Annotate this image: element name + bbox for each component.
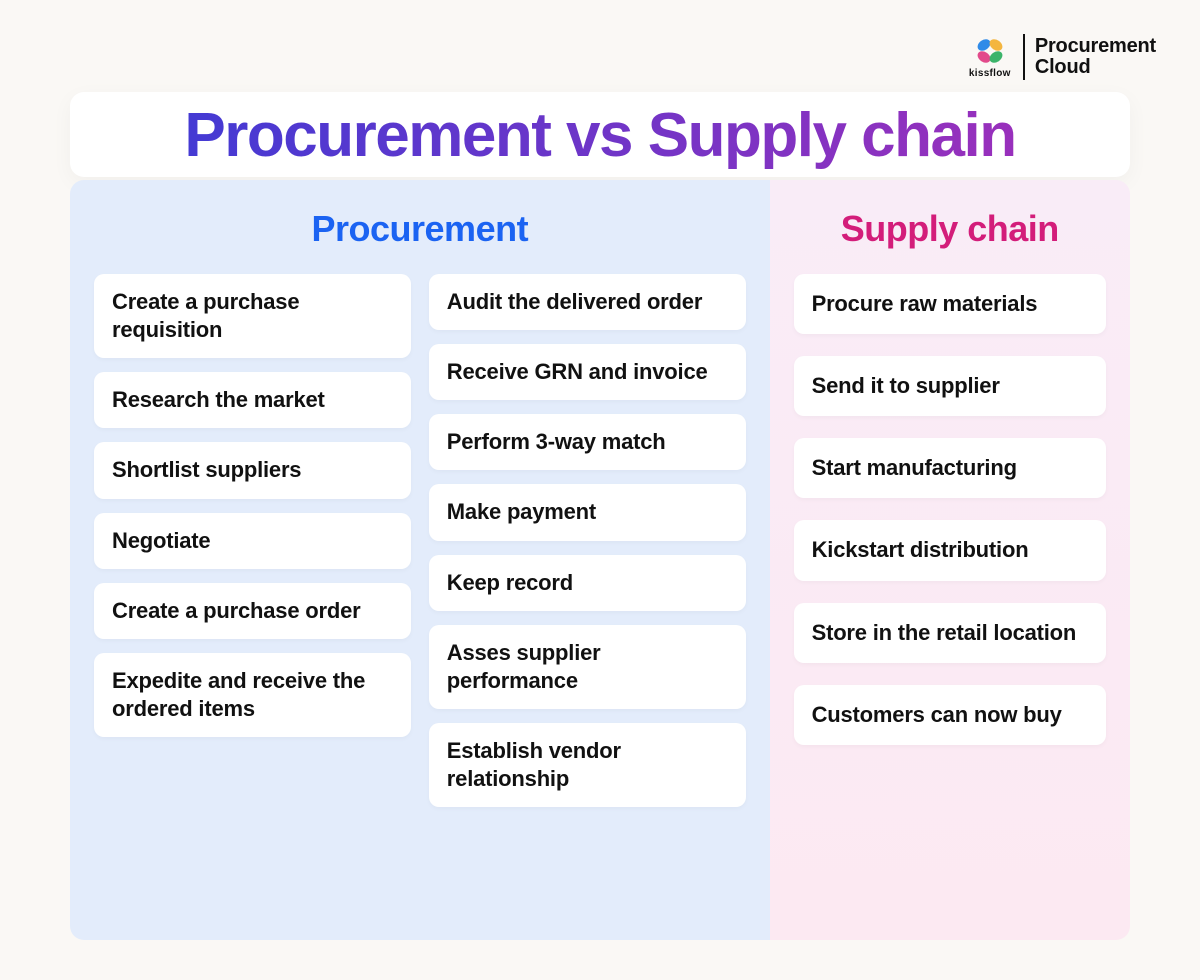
supply-card: Start manufacturing [794, 438, 1106, 498]
procurement-card: Establish vendor relationship [429, 723, 746, 807]
supply-chain-heading: Supply chain [794, 208, 1106, 250]
procurement-col-1: Create a purchase requisition Research t… [94, 274, 411, 910]
procurement-card: Perform 3-way match [429, 414, 746, 470]
brand-product-name: Procurement Cloud [1035, 36, 1156, 78]
procurement-card: Audit the delivered order [429, 274, 746, 330]
procurement-card: Make payment [429, 484, 746, 540]
brand-product-line1: Procurement [1035, 36, 1156, 57]
supply-card: Procure raw materials [794, 274, 1106, 334]
brand-divider [1023, 34, 1025, 80]
logo-icon [973, 36, 1007, 66]
procurement-card: Asses supplier performance [429, 625, 746, 709]
supply-card: Kickstart distribution [794, 520, 1106, 580]
procurement-card: Research the market [94, 372, 411, 428]
procurement-card: Create a purchase order [94, 583, 411, 639]
supply-card: Send it to supplier [794, 356, 1106, 416]
procurement-col-2: Audit the delivered order Receive GRN an… [429, 274, 746, 910]
page-title: Procurement vs Supply chain [94, 100, 1106, 171]
logo-text: kissflow [969, 68, 1011, 79]
supply-card: Store in the retail location [794, 603, 1106, 663]
procurement-heading: Procurement [94, 208, 746, 250]
brand-block: kissflow Procurement Cloud [967, 34, 1156, 80]
procurement-card: Negotiate [94, 513, 411, 569]
procurement-card: Shortlist suppliers [94, 442, 411, 498]
procurement-card: Receive GRN and invoice [429, 344, 746, 400]
kissflow-logo: kissflow [967, 34, 1013, 80]
procurement-panel: Procurement Create a purchase requisitio… [70, 180, 770, 940]
page-title-card: Procurement vs Supply chain [70, 92, 1130, 177]
supply-chain-columns: Procure raw materials Send it to supplie… [794, 274, 1106, 910]
procurement-card: Create a purchase requisition [94, 274, 411, 358]
supply-chain-col: Procure raw materials Send it to supplie… [794, 274, 1106, 910]
procurement-card: Keep record [429, 555, 746, 611]
supply-chain-panel: Supply chain Procure raw materials Send … [770, 180, 1130, 940]
procurement-columns: Create a purchase requisition Research t… [94, 274, 746, 910]
comparison-panels: Procurement Create a purchase requisitio… [70, 180, 1130, 940]
procurement-card: Expedite and receive the ordered items [94, 653, 411, 737]
supply-card: Customers can now buy [794, 685, 1106, 745]
brand-product-line2: Cloud [1035, 57, 1156, 78]
